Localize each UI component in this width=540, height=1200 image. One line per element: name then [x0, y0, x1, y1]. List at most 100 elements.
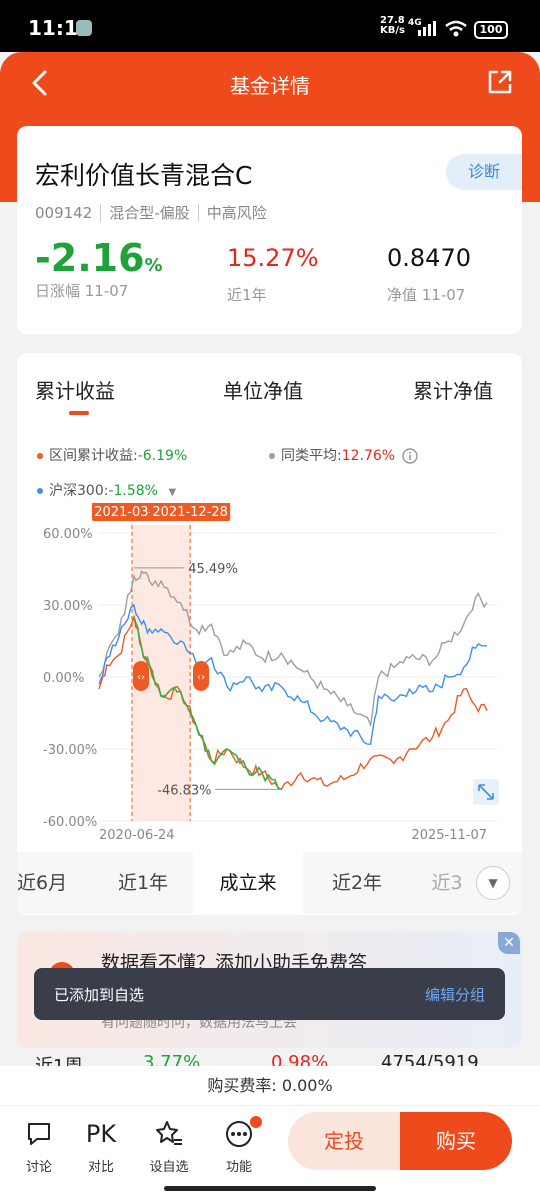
- fund-name: 宏利价值长青混合C: [35, 161, 253, 190]
- one-year-label: 近1年: [227, 286, 267, 304]
- pk-icon: PK: [85, 1120, 117, 1148]
- one-year-value: 15.27%: [227, 244, 319, 272]
- discuss-button[interactable]: 讨论: [14, 1118, 64, 1175]
- y-tick-label: -30.00%: [43, 743, 97, 758]
- period-1y[interactable]: 近1年: [117, 872, 169, 894]
- range-end-label-bg: [150, 503, 231, 521]
- edit-group-link[interactable]: 编辑分组: [424, 986, 485, 1004]
- x-end-label: 2025-11-07: [411, 828, 487, 843]
- tab-unit-nav[interactable]: 单位净值: [223, 379, 303, 403]
- bottom-action-bar: 讨论 PK 对比 设自选 功能 定投 购买: [0, 1106, 540, 1200]
- net-speed-value: 27.8: [380, 15, 405, 26]
- one-year-stat: 15.27% 近1年: [227, 244, 319, 305]
- period-selector: 近6月 近1年 成立来 近2年 近3 ▼: [17, 852, 522, 914]
- fund-risk: 中高风险: [197, 204, 267, 222]
- legend-peer-dot: [269, 453, 275, 459]
- chat-bubble-icon: [28, 1123, 50, 1145]
- toast-notification: 已添加到自选 编辑分组: [34, 968, 505, 1020]
- range-end-label: 2021-12-28: [152, 505, 228, 520]
- chart-y-ticks: 60.00% 30.00% 0.00% -30.00% -60.00%: [43, 527, 97, 830]
- range-end-handle-icon: ‹›: [193, 661, 209, 691]
- legend-fund-label: 区间累计收益:: [49, 448, 138, 464]
- info-icon[interactable]: [401, 448, 418, 464]
- tab-cumulative-nav[interactable]: 累计净值: [413, 379, 493, 403]
- status-bar: 11:11 27.8 KB/s 4G 100: [0, 0, 540, 52]
- legend-peer-value: 12.76%: [341, 448, 396, 464]
- tiktok-notification-icon: [76, 20, 92, 36]
- period-2y[interactable]: 近2年: [331, 872, 383, 894]
- perf-rank: 4754/5919: [381, 1052, 479, 1070]
- nav-stat: 0.8470 净值 11-07: [387, 244, 471, 305]
- legend-peer: 同类平均:12.76%: [269, 445, 418, 465]
- auto-invest-button[interactable]: 定投: [288, 1112, 400, 1170]
- nav-label: 净值 11-07: [387, 286, 466, 304]
- close-icon[interactable]: ✕: [498, 932, 520, 954]
- svg-text:‹›: ‹›: [197, 672, 205, 683]
- net-speed-unit: KB/s: [380, 25, 405, 36]
- net-speed: 27.8 KB/s: [380, 16, 405, 36]
- more-periods-chevron-icon[interactable]: ▼: [476, 866, 510, 900]
- compare-label: 对比: [87, 1160, 114, 1175]
- daily-change-value: -2.16: [35, 236, 145, 280]
- max-annotation: 45.49%: [188, 562, 238, 577]
- purchase-fee: 购买费率: 0.00%: [0, 1066, 540, 1106]
- compare-button[interactable]: PK 对比: [76, 1118, 126, 1175]
- legend-index-label: 沪深300:: [49, 483, 109, 499]
- perf-change: 3.77%: [143, 1052, 201, 1070]
- chart-lines: [98, 570, 488, 791]
- period-6m[interactable]: 近6月: [17, 872, 68, 894]
- period-since-inception[interactable]: 成立来: [193, 852, 303, 914]
- legend-fund-value: -6.19%: [137, 448, 188, 464]
- toast-text: 已添加到自选: [54, 986, 145, 1004]
- min-annotation: -46.83%: [157, 783, 211, 798]
- daily-change-unit: %: [144, 255, 163, 276]
- network-type: 4G: [408, 18, 422, 28]
- functions-button[interactable]: 功能: [214, 1116, 264, 1175]
- legend-peer-label: 同类平均:: [281, 448, 342, 464]
- perf-peer: 0.98%: [271, 1052, 329, 1070]
- y-tick-label: 30.00%: [43, 599, 93, 614]
- cumulative-return-chart[interactable]: 60.00% 30.00% 0.00% -30.00% -60.00% 45.49% -4…: [17, 503, 522, 843]
- signal-icon: [418, 21, 436, 36]
- legend-fund-dot: [37, 453, 43, 459]
- dropdown-caret-icon[interactable]: ▼: [168, 487, 177, 498]
- performance-row[interactable]: 近1周 3.77% 0.98% 4754/5919: [17, 1050, 522, 1070]
- share-icon[interactable]: [486, 68, 514, 96]
- fund-type: 混合型-偏股: [100, 204, 190, 222]
- y-tick-label: 0.00%: [43, 671, 84, 686]
- period-3y[interactable]: 近3: [431, 872, 463, 894]
- diagnose-button[interactable]: 诊断: [446, 154, 522, 190]
- y-tick-label: -60.00%: [43, 815, 97, 830]
- back-arrow-icon[interactable]: [26, 68, 56, 98]
- x-start-label: 2020-06-24: [99, 828, 175, 843]
- star-list-icon: [156, 1121, 182, 1145]
- chart-labels: 45.49%-46.83%2021-03-152021-12-282020-06…: [91, 503, 487, 843]
- daily-change-label: 日涨幅 11-07: [35, 282, 129, 300]
- nav-value: 0.8470: [387, 244, 471, 272]
- range-fund-line: [133, 616, 282, 791]
- functions-label: 功能: [225, 1160, 252, 1175]
- discuss-label: 讨论: [25, 1160, 52, 1175]
- add-watchlist-label: 设自选: [149, 1160, 189, 1175]
- fund-meta: 009142 混合型-偏股 中高风险: [35, 202, 267, 223]
- expand-chart-icon: [473, 779, 499, 805]
- range-start-handle-icon: ‹›: [133, 661, 149, 691]
- tab-cumulative-return[interactable]: 累计收益: [35, 375, 115, 415]
- series-line: [98, 570, 488, 728]
- legend-index[interactable]: 沪深300:-1.58% ▼: [37, 480, 176, 500]
- chart-tabs: 累计收益 单位净值 累计净值: [17, 375, 522, 415]
- legend-fund: 区间累计收益:-6.19%: [37, 445, 187, 465]
- fund-summary-card: 宏利价值长青混合C 诊断 009142 混合型-偏股 中高风险 -2.16% 日涨幅…: [17, 126, 522, 334]
- performance-chart-card: 累计收益 单位净值 累计净值 区间累计收益:-6.19% 同类平均:12.76%…: [17, 353, 522, 915]
- more-circle-icon: [226, 1121, 252, 1147]
- y-tick-label: 60.00%: [43, 527, 93, 542]
- add-watchlist-button[interactable]: 设自选: [144, 1118, 194, 1175]
- daily-change-stat: -2.16% 日涨幅 11-07: [35, 236, 163, 301]
- series-line: [98, 603, 488, 745]
- notification-dot: [250, 1116, 262, 1128]
- svg-text:‹›: ‹›: [137, 672, 145, 683]
- legend-index-value: -1.58%: [108, 483, 158, 499]
- battery-icon: 100: [474, 21, 508, 39]
- buy-button[interactable]: 购买: [400, 1112, 512, 1170]
- fund-code: 009142: [35, 204, 93, 222]
